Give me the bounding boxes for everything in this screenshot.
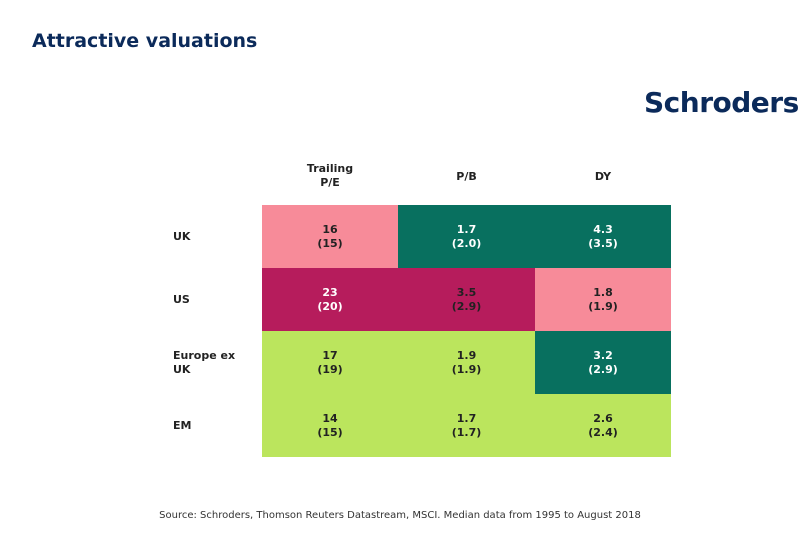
column-header-line: P/B [456,170,477,183]
cell-median: (2.4) [588,425,618,439]
row-label: Europe ex UK [173,349,261,377]
cell-value: 1.7 [456,222,477,236]
column-header: P/B [402,170,532,184]
table-cell: 2.6 (2.4) [535,394,671,457]
cell-value: 1.7 [456,411,477,425]
cell-value: 4.3 [593,222,613,236]
table-cell: 3.2 (2.9) [535,331,671,394]
column-header-line: Trailing [306,162,354,175]
row-label-line: EM [173,418,192,432]
cell-median: (2.9) [451,299,482,313]
cell-value: 3.2 [593,348,613,362]
source-note: Source: Schroders, Thomson Reuters Datas… [159,510,641,521]
cell-value: 1.9 [456,348,477,362]
cell-value: 16 [322,222,338,236]
row-label: EM [173,419,261,433]
cell-median: (1.9) [451,362,482,376]
row-label: US [173,293,261,307]
column-header: Trailing P/E [265,162,395,190]
cell-median: (19) [317,362,343,376]
column-header-line: P/E [320,176,340,189]
table-cell: 1.7 (2.0) [398,205,535,268]
row-label-line: US [173,292,190,306]
table-cell: 23 (20) [262,268,398,331]
table-cell: 1.9 (1.9) [398,331,535,394]
cell-median: (15) [317,425,343,439]
table-cell: 17 (19) [262,331,398,394]
cell-median: (2.9) [588,362,618,376]
table-cell: 3.5 (2.9) [398,268,535,331]
table-cell: 16 (15) [262,205,398,268]
column-header-line: DY [594,170,612,183]
row-label-line: UK [173,362,191,376]
table-cell: 1.8 (1.9) [535,268,671,331]
cell-value: 1.8 [593,285,613,299]
schroders-logo: Schroders [644,86,799,119]
cell-value: 2.6 [593,411,613,425]
cell-median: (15) [317,236,343,250]
row-label: UK [173,230,261,244]
page-title: Attractive valuations [32,30,258,52]
cell-value: 3.5 [456,285,477,299]
cell-median: (20) [317,299,343,313]
cell-value: 17 [322,348,338,362]
cell-value: 14 [322,411,338,425]
cell-value: 23 [322,285,338,299]
table-cell: 1.7 (1.7) [398,394,535,457]
cell-median: (2.0) [451,236,482,250]
table-cell: 4.3 (3.5) [535,205,671,268]
row-label-line: UK [173,229,191,243]
column-header: DY [538,170,668,184]
cell-median: (3.5) [588,236,618,250]
table-cell: 14 (15) [262,394,398,457]
row-label-line: Europe ex [173,348,236,362]
cell-median: (1.7) [451,425,482,439]
cell-median: (1.9) [588,299,618,313]
